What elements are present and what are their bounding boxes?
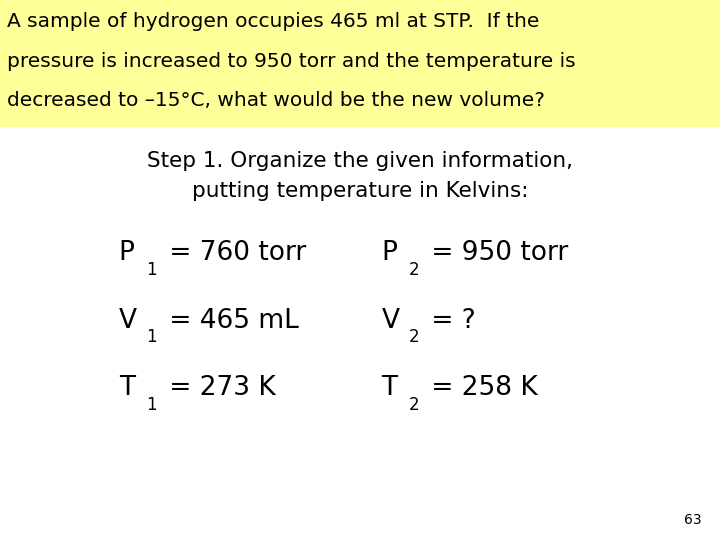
Text: 1: 1 [146,396,157,414]
Text: 2: 2 [409,328,420,346]
Text: = 950 torr: = 950 torr [423,240,569,266]
Text: 2: 2 [409,261,420,279]
Text: T: T [119,375,135,401]
Text: 1: 1 [146,261,157,279]
Text: V: V [382,308,400,334]
Text: pressure is increased to 950 torr and the temperature is: pressure is increased to 950 torr and th… [7,51,576,71]
Text: = 273 K: = 273 K [161,375,275,401]
Text: A sample of hydrogen occupies 465 ml at STP.  If the: A sample of hydrogen occupies 465 ml at … [7,12,539,31]
Text: 63: 63 [685,512,702,526]
Text: T: T [382,375,397,401]
Text: putting temperature in Kelvins:: putting temperature in Kelvins: [192,181,528,201]
Text: 1: 1 [146,328,157,346]
Text: P: P [119,240,135,266]
Text: decreased to –15°C, what would be the new volume?: decreased to –15°C, what would be the ne… [7,91,545,110]
Text: P: P [382,240,397,266]
Text: = ?: = ? [423,308,476,334]
Text: 2: 2 [409,396,420,414]
FancyBboxPatch shape [0,0,720,127]
Text: = 760 torr: = 760 torr [161,240,306,266]
Text: = 258 K: = 258 K [423,375,538,401]
Text: V: V [119,308,137,334]
Text: = 465 mL: = 465 mL [161,308,298,334]
Text: Step 1. Organize the given information,: Step 1. Organize the given information, [147,151,573,171]
